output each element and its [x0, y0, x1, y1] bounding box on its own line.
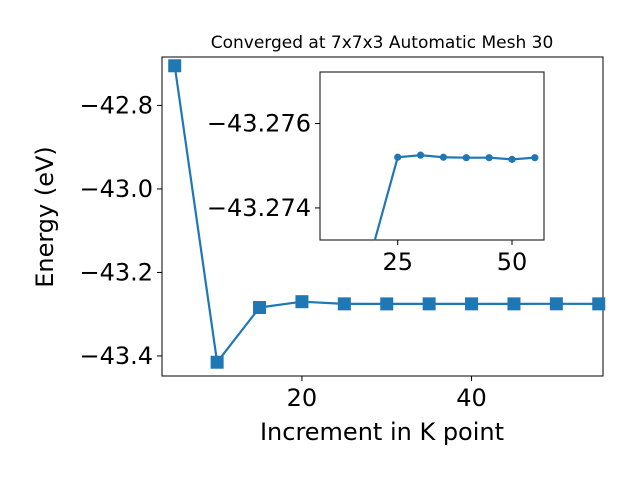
- main-x-tick-label: 40: [456, 384, 487, 412]
- main-y-tick-label: −43.0: [79, 175, 153, 203]
- inset-data-point: [531, 154, 539, 162]
- inset-series-line: [373, 154, 535, 241]
- main-data-point: [422, 297, 436, 311]
- main-x-tick-label: 20: [287, 384, 318, 412]
- main-data-point: [168, 59, 182, 73]
- main-data-point: [465, 297, 479, 311]
- inset-data-point: [394, 153, 402, 161]
- main-data-point: [549, 297, 563, 311]
- inset-data-point: [439, 153, 448, 161]
- main-y-tick-label: −43.4: [79, 342, 153, 370]
- main-data-point: [507, 297, 521, 311]
- chart-title: Converged at 7x7x3 Automatic Mesh 30: [211, 33, 554, 53]
- main-data-point: [295, 295, 309, 309]
- main-data-point: [380, 297, 394, 311]
- inset-y-tick-label: −43.274: [207, 194, 311, 222]
- inset-x-tick-label: 50: [497, 248, 528, 276]
- inset-data-point: [508, 155, 516, 163]
- main-data-point: [253, 301, 267, 315]
- x-axis-label: Increment in K point: [260, 418, 504, 446]
- y-axis-label: Energy (eV): [31, 146, 59, 288]
- main-data-point: [210, 355, 224, 369]
- main-data-point: [592, 297, 606, 311]
- inset-data-point: [485, 154, 493, 162]
- main-y-tick-label: −42.8: [79, 91, 153, 119]
- main-data-point: [337, 297, 351, 311]
- inset-data-point: [416, 151, 425, 159]
- inset-y-tick-label: −43.276: [207, 109, 311, 137]
- main-y-tick-label: −43.2: [79, 258, 153, 286]
- inset-x-tick-label: 25: [382, 248, 413, 276]
- inset-data-point: [462, 154, 470, 162]
- main-plot-frame: [161, 56, 604, 377]
